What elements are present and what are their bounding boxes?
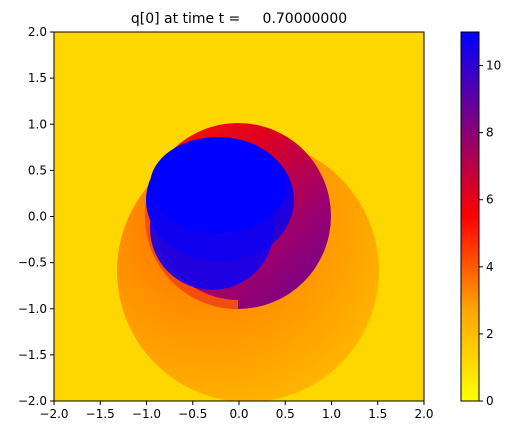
x-tick-label: −1.0 xyxy=(132,407,161,421)
chart-title: q[0] at time t = 0.70000000 xyxy=(131,11,347,27)
colorbar-tick-label: 8 xyxy=(486,126,494,140)
x-axis: −2.0 −1.5 −1.0 −0.5 0.0 0.5 1.0 1.5 2.0 xyxy=(39,401,434,421)
colorbar-tick-label: 10 xyxy=(486,59,501,73)
colorbar-axis: 0 2 4 6 8 10 xyxy=(479,59,501,408)
y-tick-label: 1.5 xyxy=(28,71,47,85)
x-tick-label: −0.5 xyxy=(178,407,207,421)
heatmap-image xyxy=(54,32,424,401)
x-tick-label: 1.0 xyxy=(322,407,341,421)
x-tick-label: 0.0 xyxy=(229,407,248,421)
x-tick-label: −1.5 xyxy=(86,407,115,421)
y-axis: −2.0 −1.5 −1.0 −0.5 0.0 0.5 1.0 1.5 2.0 xyxy=(18,25,54,408)
y-tick-label: −1.5 xyxy=(18,348,47,362)
colorbar xyxy=(460,31,480,402)
y-tick-label: 0.5 xyxy=(28,163,47,177)
y-tick-label: −2.0 xyxy=(18,394,47,408)
y-tick-label: 1.0 xyxy=(28,117,47,131)
y-tick-label: 2.0 xyxy=(28,25,47,39)
ring-orange-edge xyxy=(144,165,238,310)
y-tick-label: 0.0 xyxy=(28,210,47,224)
x-tick-label: 0.5 xyxy=(276,407,295,421)
core-top xyxy=(150,137,286,233)
y-tick-label: −0.5 xyxy=(18,256,47,270)
x-tick-label: 1.5 xyxy=(368,407,387,421)
colorbar-tick-label: 4 xyxy=(486,260,494,274)
x-tick-label: 2.0 xyxy=(414,407,433,421)
colorbar-tick-label: 2 xyxy=(486,327,494,341)
x-tick-label: −2.0 xyxy=(39,407,68,421)
colorbar-tick-label: 0 xyxy=(486,394,494,408)
colorbar-tick-label: 6 xyxy=(486,193,494,207)
y-tick-label: −1.0 xyxy=(18,302,47,316)
